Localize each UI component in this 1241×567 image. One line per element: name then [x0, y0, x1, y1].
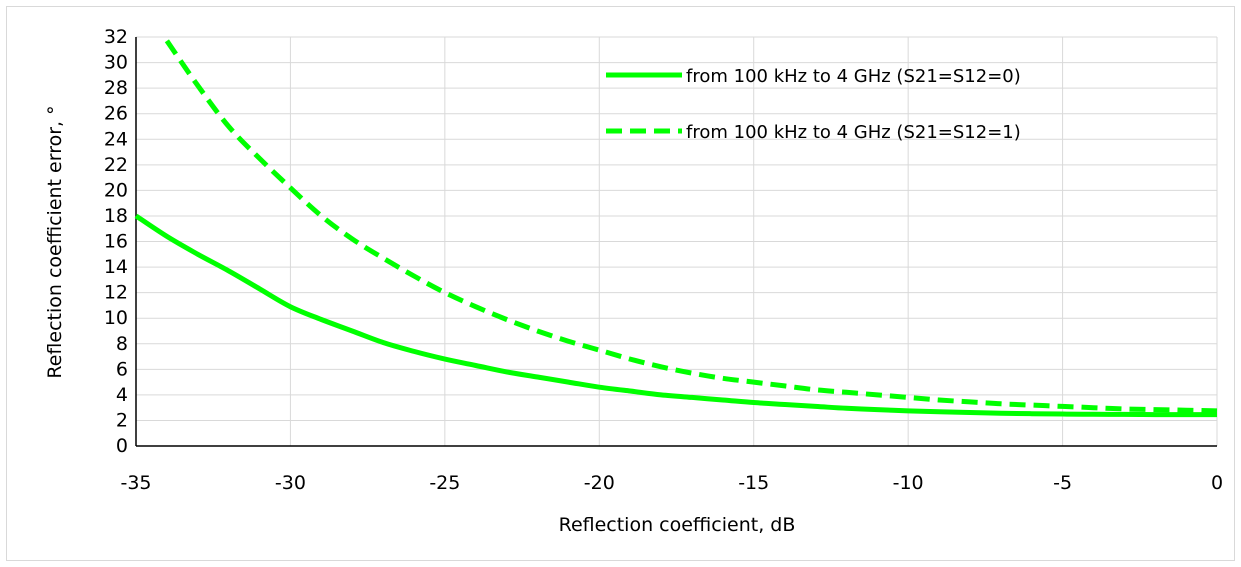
legend: from 100 kHz to 4 GHz (S21=S12=0) from 1…	[606, 66, 1021, 143]
y-tick-label: 28	[104, 77, 128, 99]
x-tick-label: -5	[1053, 472, 1072, 494]
y-tick-label: 10	[104, 307, 128, 329]
y-tick-label: 18	[104, 205, 128, 227]
x-tick-label: -25	[429, 472, 460, 494]
y-tick-label: 2	[116, 409, 128, 431]
x-tick-label: -15	[738, 472, 769, 494]
series-line-s21-s12-1	[164, 39, 1218, 414]
y-tick-label: 24	[104, 128, 128, 150]
y-tick-label: 22	[104, 154, 128, 176]
y-tick-label: 20	[104, 179, 128, 201]
chart-frame	[6, 6, 1235, 561]
y-tick-label: 14	[104, 256, 128, 278]
legend-label-s21-s12-1: from 100 kHz to 4 GHz (S21=S12=1)	[686, 122, 1021, 143]
y-tick-label: 16	[104, 231, 128, 253]
series-line-s21-s12-0	[134, 213, 1217, 418]
x-tick-label: -35	[120, 472, 151, 494]
series-layer	[134, 39, 1218, 418]
grid-lines	[136, 36, 1218, 446]
y-tick-label: 30	[104, 52, 128, 74]
y-tick-label: 6	[116, 358, 128, 380]
y-axis-title: Reflection coefficient error, °	[44, 105, 66, 378]
x-tick-label: 0	[1211, 472, 1223, 494]
y-tick-label: 32	[104, 26, 128, 48]
y-tick-label: 4	[116, 384, 128, 406]
x-tick-labels: -35 -30 -25 -20 -15 -10 -5 0	[120, 472, 1223, 494]
y-tick-label: 26	[104, 103, 128, 125]
y-tick-label: 0	[116, 435, 128, 457]
x-axis-title: Reflection coefficient, dB	[559, 514, 796, 536]
x-tick-label: -20	[584, 472, 615, 494]
y-tick-label: 8	[116, 333, 128, 355]
axes	[135, 37, 1217, 447]
y-tick-label: 12	[104, 282, 128, 304]
x-tick-label: -30	[275, 472, 306, 494]
x-tick-label: -10	[893, 472, 924, 494]
legend-label-s21-s12-0: from 100 kHz to 4 GHz (S21=S12=0)	[686, 66, 1021, 87]
